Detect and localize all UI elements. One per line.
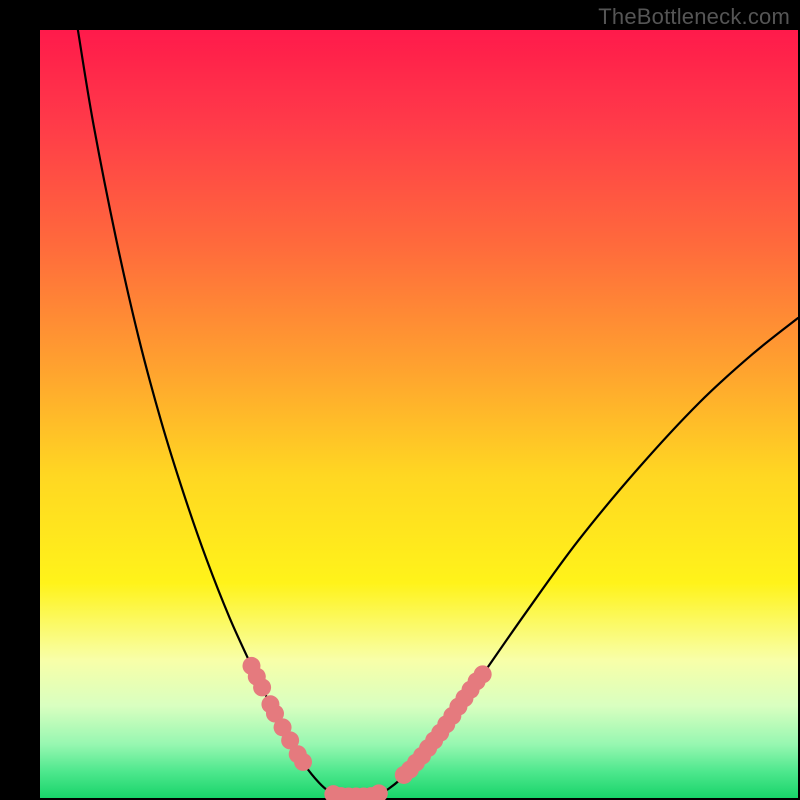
chart-container: TheBottleneck.com bbox=[0, 0, 800, 800]
plot-area bbox=[40, 30, 798, 798]
watermark-text: TheBottleneck.com bbox=[598, 4, 790, 30]
bottleneck-chart bbox=[0, 0, 800, 800]
